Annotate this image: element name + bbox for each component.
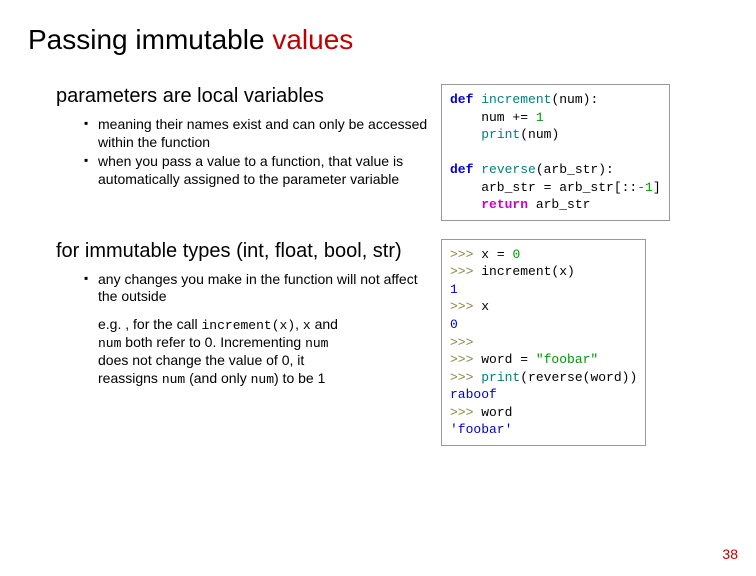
- section-1: parameters are local variables meaning t…: [28, 84, 728, 221]
- title-black: Passing immutable: [28, 24, 272, 55]
- title-red: values: [272, 24, 353, 55]
- section-2-code: >>> x = 0 >>> increment(x) 1 >>> x 0 >>>…: [433, 239, 728, 446]
- bullet: when you pass a value to a function, tha…: [84, 153, 433, 188]
- section-1-heading: parameters are local variables: [56, 84, 433, 108]
- section-1-text: parameters are local variables meaning t…: [28, 84, 433, 190]
- section-2: for immutable types (int, float, bool, s…: [28, 239, 728, 446]
- section-2-text: for immutable types (int, float, bool, s…: [28, 239, 433, 388]
- slide-title: Passing immutable values: [28, 24, 728, 56]
- example-text: e.g. , for the call increment(x), x and …: [56, 316, 356, 388]
- slide: Passing immutable values parameters are …: [0, 0, 756, 576]
- code-box-1: def increment(num): num += 1 print(num) …: [441, 84, 670, 221]
- page-number: 38: [722, 546, 738, 562]
- bullet: meaning their names exist and can only b…: [84, 116, 433, 151]
- section-2-bullets: any changes you make in the function wil…: [56, 271, 433, 306]
- section-1-bullets: meaning their names exist and can only b…: [56, 116, 433, 188]
- code-box-2: >>> x = 0 >>> increment(x) 1 >>> x 0 >>>…: [441, 239, 646, 446]
- section-2-heading: for immutable types (int, float, bool, s…: [56, 239, 433, 263]
- bullet: any changes you make in the function wil…: [84, 271, 433, 306]
- section-1-code: def increment(num): num += 1 print(num) …: [433, 84, 728, 221]
